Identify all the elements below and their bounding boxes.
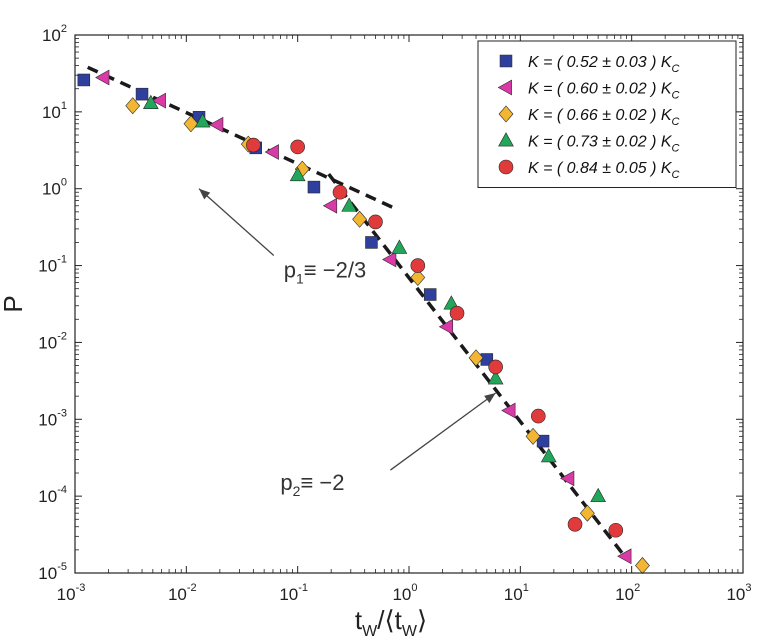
legend-box (477, 40, 737, 188)
y-tick-label: 102 (42, 23, 67, 45)
annotation-p2-rest: ≡ −2 (300, 470, 344, 495)
data-point-series-5 (488, 359, 503, 375)
data-point-series-3 (579, 504, 595, 522)
data-point-series-2 (264, 144, 279, 160)
legend-marker-2 (497, 79, 512, 96)
data-point-series-4 (391, 239, 408, 254)
data-point-series-3 (410, 268, 426, 286)
data-point-series-5 (410, 258, 426, 273)
data-point-series-2 (151, 92, 166, 109)
data-point-series-4 (289, 166, 306, 182)
data-point-series-1 (135, 87, 149, 101)
fit-line-1 (86, 65, 399, 212)
legend-label-4: K = ( 0.73 ± 0.02 ) KC (528, 134, 680, 155)
x-axis-label-mid: /⟨t (377, 605, 402, 635)
data-point-series-5 (449, 305, 465, 321)
legend-marker-3 (498, 105, 514, 123)
data-point-series-3 (468, 349, 484, 367)
legend-marker-1 (499, 54, 513, 68)
data-point-series-3 (125, 97, 141, 115)
legend-label-3: K = ( 0.66 ± 0.02 ) KC (528, 107, 680, 128)
data-point-series-1 (77, 73, 91, 87)
legend-marker-5 (498, 159, 514, 175)
data-point-series-4 (194, 113, 211, 128)
y-axis-label: P (0, 295, 28, 312)
annotation-arrow-head-2 (484, 392, 496, 404)
data-point-series-2 (501, 402, 516, 419)
data-point-series-3 (525, 427, 541, 445)
data-points (77, 69, 650, 575)
data-point-series-5 (332, 184, 348, 200)
legend-marker-4 (498, 132, 514, 147)
fit-line-2 (327, 173, 628, 560)
legend-label-2: K = ( 0.60 ± 0.02 ) KC (528, 81, 680, 102)
data-point-series-1 (365, 236, 378, 249)
annotation-p1-main: p (284, 257, 296, 282)
x-tick-label: 10-2 (168, 582, 197, 604)
x-axis-label-sub-2: W (402, 623, 418, 640)
data-point-series-2 (95, 69, 110, 86)
data-point-series-1 (536, 434, 550, 448)
y-tick-label: 100 (42, 177, 67, 199)
x-axis-label-end: ⟩ (417, 605, 427, 635)
y-tick-label: 101 (42, 100, 67, 122)
annotation-p1-rest: ≡ −2/3 (304, 257, 366, 282)
x-tick-label: 10-3 (57, 582, 86, 604)
annotation-p2: p2≡ −2 (280, 470, 344, 499)
legend: K = ( 0.52 ± 0.03 ) KC K = ( 0.60 ± 0.02 … (477, 40, 737, 188)
annotation-p1-sub: 1 (296, 270, 304, 286)
annotation-p2-sub: 2 (293, 483, 301, 499)
annotation-arrows (198, 188, 497, 471)
legend-items: K = ( 0.52 ± 0.03 ) KC K = ( 0.60 ± 0.02 … (497, 54, 680, 181)
data-point-series-5 (246, 137, 261, 153)
data-point-series-3 (352, 210, 367, 228)
data-point-series-4 (142, 94, 159, 109)
data-point-series-2 (438, 318, 454, 335)
annotation-p2-main: p (280, 470, 292, 495)
data-point-series-1 (307, 180, 321, 194)
data-point-series-5 (608, 522, 624, 538)
data-point-series-2 (209, 116, 224, 133)
x-tick-label: 101 (504, 582, 529, 604)
annotation-arrow-head-1 (199, 188, 211, 200)
legend-label-1: K = ( 0.52 ± 0.03 ) KC (528, 54, 680, 75)
annotation-arrow-line-1 (198, 188, 275, 256)
data-point-series-4 (590, 487, 607, 503)
axis-ticks: 10-3 10-2 10-1 100 101 102 103 10-5 10-4 10-3 10-2… (38, 23, 751, 604)
data-point-series-5 (368, 214, 383, 230)
y-tick-label: 10-4 (38, 484, 67, 506)
y-tick-label: 10-3 (38, 407, 67, 429)
data-point-series-5 (290, 139, 305, 155)
data-point-series-4 (540, 447, 557, 463)
x-axis-label-t: t (355, 605, 363, 635)
data-point-series-5 (567, 517, 583, 532)
annotation-p1: p1≡ −2/3 (284, 257, 366, 286)
x-tick-label: 102 (615, 582, 640, 604)
data-point-series-2 (560, 470, 575, 487)
x-tick-label: 103 (726, 582, 751, 604)
data-point-series-4 (487, 370, 504, 385)
y-tick-label: 10-1 (38, 254, 67, 276)
x-axis-label: tW/⟨tW⟩ (355, 605, 427, 640)
data-point-series-4 (341, 197, 358, 212)
x-axis-label-sub-1: W (362, 623, 378, 640)
data-point-series-3 (183, 115, 199, 133)
y-tick-label: 10-5 (38, 561, 67, 583)
legend-label-5: K = ( 0.84 ± 0.05 ) KC (528, 160, 680, 181)
data-point-series-2 (382, 251, 397, 268)
x-tick-label: 100 (392, 582, 417, 604)
data-point-series-5 (530, 408, 546, 424)
x-tick-label: 10-1 (279, 582, 308, 604)
data-point-series-1 (423, 288, 437, 301)
data-point-series-2 (617, 548, 632, 565)
data-point-series-3 (635, 557, 650, 575)
y-tick-label: 10-2 (38, 330, 67, 352)
data-point-series-2 (322, 197, 338, 214)
annotation-arrow-line-2 (390, 392, 497, 471)
